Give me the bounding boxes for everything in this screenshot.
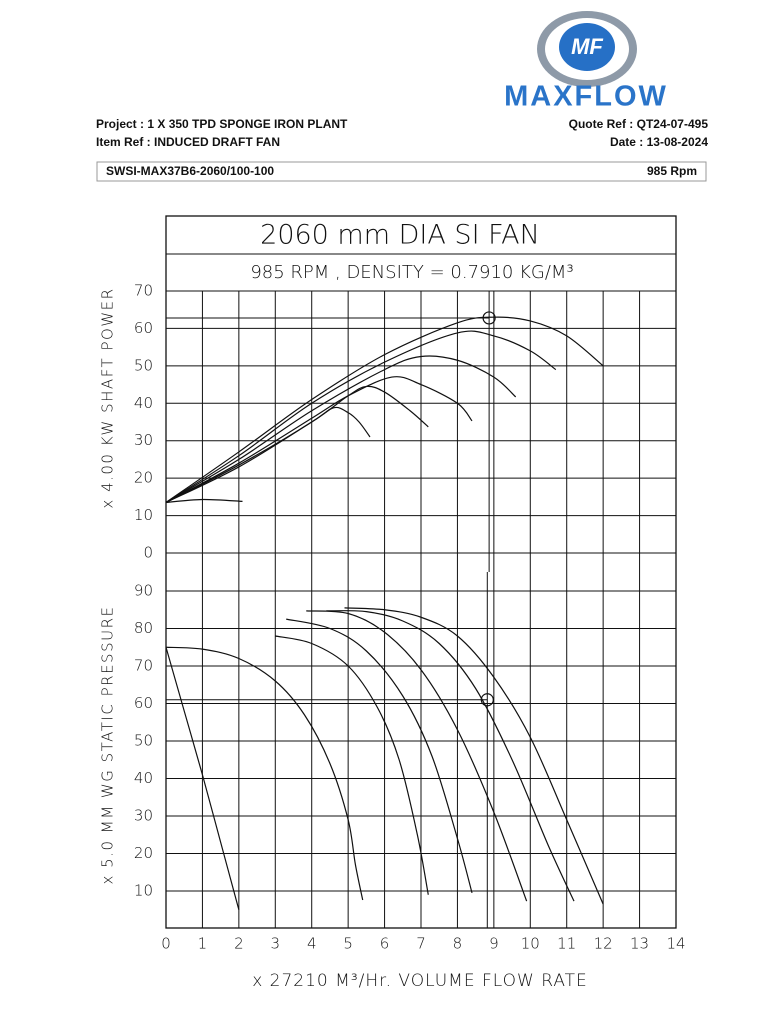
item-ref: Item Ref : INDUCED DRAFT FAN bbox=[96, 135, 280, 149]
x-tick-label: 3 bbox=[271, 935, 281, 953]
model-box bbox=[96, 161, 707, 182]
y-tick-label: 40 bbox=[134, 394, 153, 412]
x-tick-label: 5 bbox=[343, 935, 353, 953]
curve bbox=[306, 610, 528, 902]
curve bbox=[165, 330, 557, 503]
quote-ref: Quote Ref : QT24-07-495 bbox=[569, 117, 709, 131]
y-tick-label: 20 bbox=[134, 844, 153, 862]
model: SWSI-MAX37B6-2060/100-100 bbox=[106, 164, 274, 178]
x-tick-label: 10 bbox=[521, 935, 540, 953]
x-tick-label: 13 bbox=[630, 935, 649, 953]
curve bbox=[165, 355, 517, 503]
curve bbox=[344, 607, 604, 905]
duty-point bbox=[480, 693, 494, 707]
x-tick-label: 11 bbox=[557, 935, 576, 953]
logo-badge bbox=[559, 23, 615, 71]
y-axis-label: x 4.00 KW SHAFT POWER bbox=[99, 287, 117, 508]
speed: 985 Rpm bbox=[647, 164, 697, 178]
y-tick-label: 10 bbox=[134, 506, 153, 524]
y-tick-label: 10 bbox=[134, 882, 153, 900]
y-tick-label: 90 bbox=[134, 582, 153, 600]
y-tick-label: 70 bbox=[134, 282, 153, 300]
logo: MF MAXFLOW bbox=[504, 11, 668, 113]
project: Project : 1 X 350 TPD SPONGE IRON PLANT bbox=[96, 117, 348, 131]
x-tick-label: 7 bbox=[416, 935, 426, 953]
curve bbox=[165, 406, 371, 504]
x-axis-label: x 27210 M³/Hr. VOLUME FLOW RATE bbox=[252, 971, 588, 991]
x-tick-label: 9 bbox=[489, 935, 499, 953]
y-tick-label: 40 bbox=[134, 769, 153, 787]
y-tick-label: 30 bbox=[134, 807, 153, 825]
x-tick-label: 12 bbox=[594, 935, 613, 953]
curve bbox=[165, 376, 473, 503]
curve bbox=[165, 385, 429, 504]
y-tick-label: 60 bbox=[134, 694, 153, 712]
y-tick-label: 80 bbox=[134, 619, 153, 637]
y-tick-label: 30 bbox=[134, 431, 153, 449]
x-tick-label: 0 bbox=[161, 935, 171, 953]
y-tick-label: 60 bbox=[134, 319, 153, 337]
x-tick-label: 6 bbox=[380, 935, 390, 953]
y-tick-label: 50 bbox=[134, 356, 153, 374]
chart-title: 2060 mm DIA SI FAN bbox=[260, 220, 540, 251]
y-axis-label: x 5.0 MM WG STATIC PRESSURE bbox=[99, 606, 117, 885]
curve bbox=[275, 635, 429, 895]
y-tick-label: 0 bbox=[143, 544, 153, 562]
y-tick-label: 50 bbox=[134, 732, 153, 750]
y-tick-label: 70 bbox=[134, 657, 153, 675]
x-tick-label: 14 bbox=[666, 935, 685, 953]
curve bbox=[165, 647, 240, 910]
duty-point bbox=[482, 311, 496, 325]
logo-text: MAXFLOW bbox=[504, 81, 668, 113]
logo-mark: MF bbox=[571, 34, 603, 59]
date: Date : 13-08-2024 bbox=[610, 135, 708, 149]
fan-chart: 2060 mm DIA SI FAN 985 RPM , DENSITY = 0… bbox=[99, 215, 686, 991]
curve bbox=[165, 316, 604, 503]
x-tick-label: 8 bbox=[453, 935, 463, 953]
chart-subtitle: 985 RPM , DENSITY = 0.7910 KG/M³ bbox=[250, 262, 573, 283]
y-tick-label: 20 bbox=[134, 469, 153, 487]
curve bbox=[165, 646, 364, 901]
x-tick-label: 4 bbox=[307, 935, 317, 953]
curve bbox=[286, 618, 473, 894]
x-tick-label: 1 bbox=[198, 935, 208, 953]
curve bbox=[326, 610, 575, 902]
x-tick-label: 2 bbox=[234, 935, 244, 953]
curve bbox=[165, 498, 243, 504]
